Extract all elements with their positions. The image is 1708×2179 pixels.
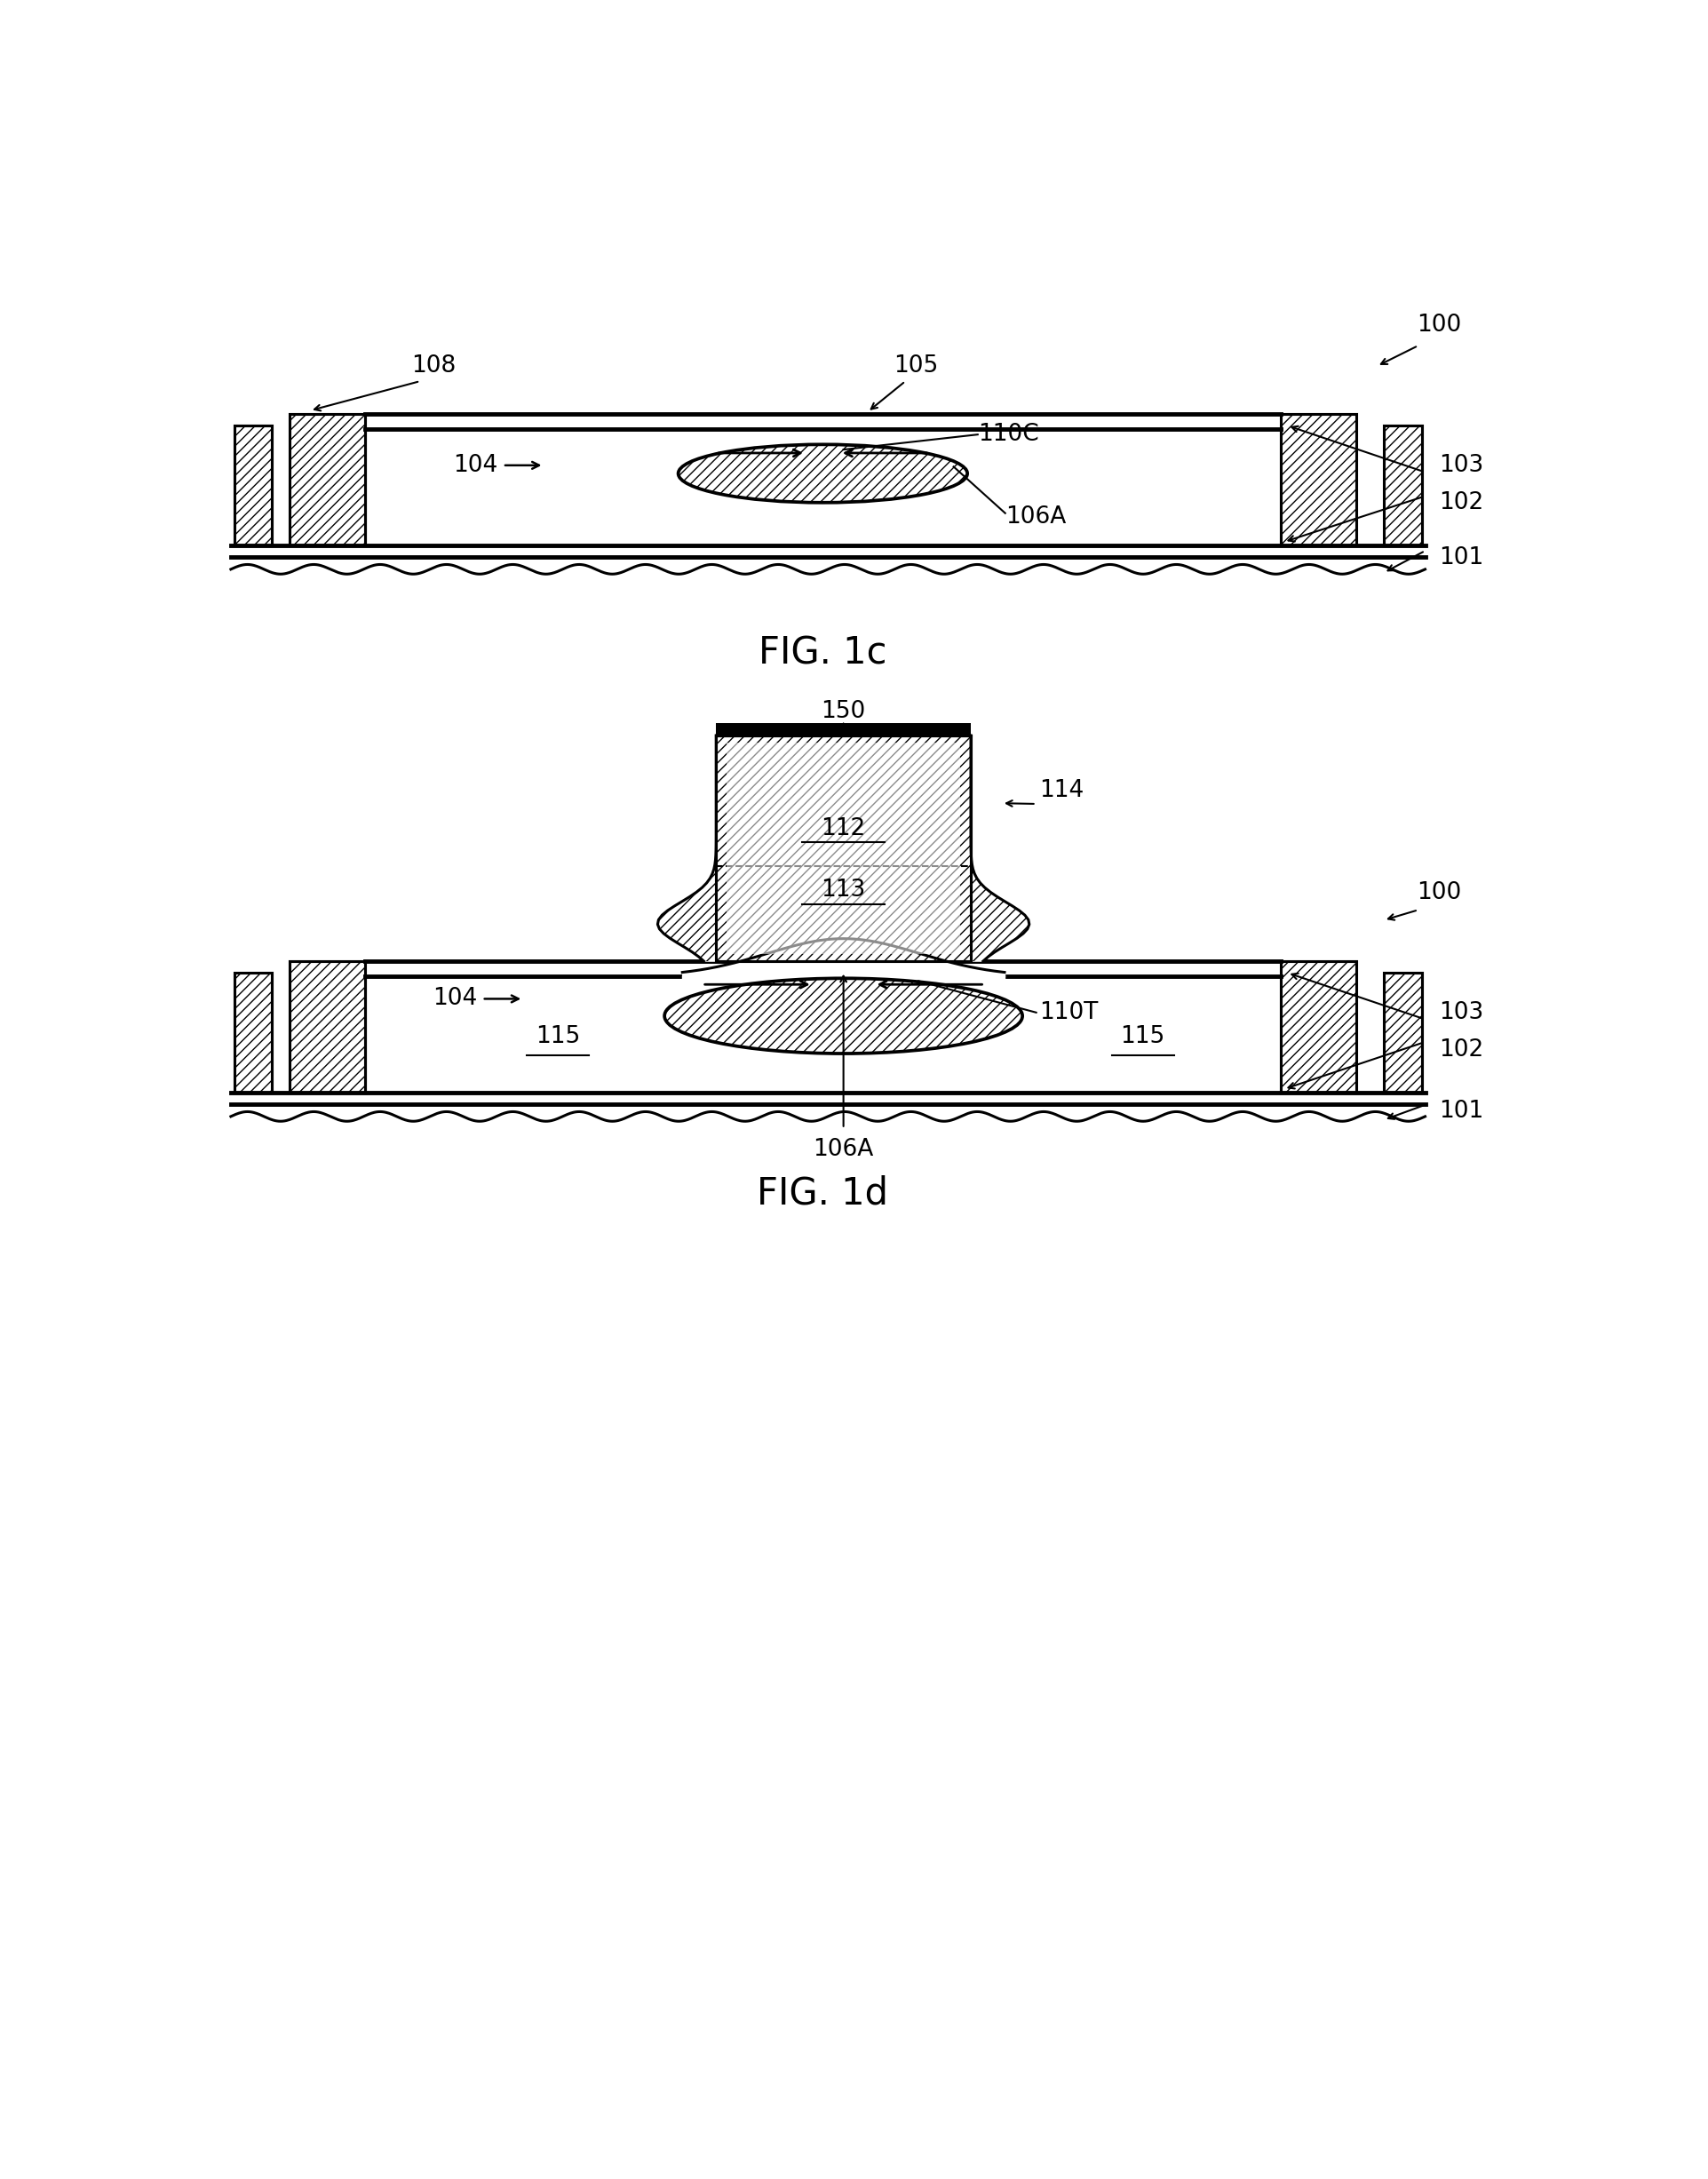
Text: 101: 101 [1438,1100,1483,1122]
Bar [289,414,366,545]
Bar [1279,961,1356,1092]
Text: 102: 102 [1438,1039,1483,1061]
Text: FIG. 1c: FIG. 1c [758,634,886,671]
Bar [1383,972,1421,1092]
Text: 105: 105 [893,355,938,377]
Text: 113: 113 [822,878,866,902]
Polygon shape [658,737,716,961]
Text: FIG. 1d: FIG. 1d [757,1174,888,1212]
Bar [366,429,1279,545]
Bar [234,425,272,545]
Bar [289,414,366,545]
Bar [716,737,970,961]
Polygon shape [970,737,1028,961]
Bar [289,961,366,1092]
Text: 106A: 106A [1004,506,1066,527]
Bar [366,976,1279,1092]
Text: 114: 114 [1038,778,1083,802]
Ellipse shape [664,978,1021,1052]
Text: 100: 100 [1416,880,1460,904]
Text: 150: 150 [822,699,866,723]
Bar [234,972,272,1092]
Text: 101: 101 [1438,547,1483,569]
Text: 103: 103 [1438,453,1483,477]
Text: 108: 108 [412,355,456,377]
Bar [726,743,960,954]
Bar [1279,414,1356,545]
Bar [716,737,970,961]
Bar [1383,425,1421,545]
Bar [1279,961,1356,1092]
Text: 106A: 106A [813,1137,873,1161]
Bar [716,737,970,961]
Text: 110C: 110C [977,423,1038,447]
Bar [1383,425,1421,545]
Text: 115: 115 [535,1024,579,1048]
Ellipse shape [678,445,967,503]
Text: 110T: 110T [1038,1000,1098,1024]
Bar [1383,972,1421,1092]
Text: 104: 104 [432,987,477,1011]
Text: 112: 112 [822,817,866,841]
Text: 104: 104 [453,453,497,477]
Text: 102: 102 [1438,492,1483,514]
Text: 103: 103 [1438,1000,1483,1024]
Bar [234,425,272,545]
Text: 115: 115 [1120,1024,1165,1048]
Bar [716,723,970,737]
Bar [234,972,272,1092]
Text: 100: 100 [1416,314,1460,336]
Bar [289,961,366,1092]
Bar [1279,414,1356,545]
